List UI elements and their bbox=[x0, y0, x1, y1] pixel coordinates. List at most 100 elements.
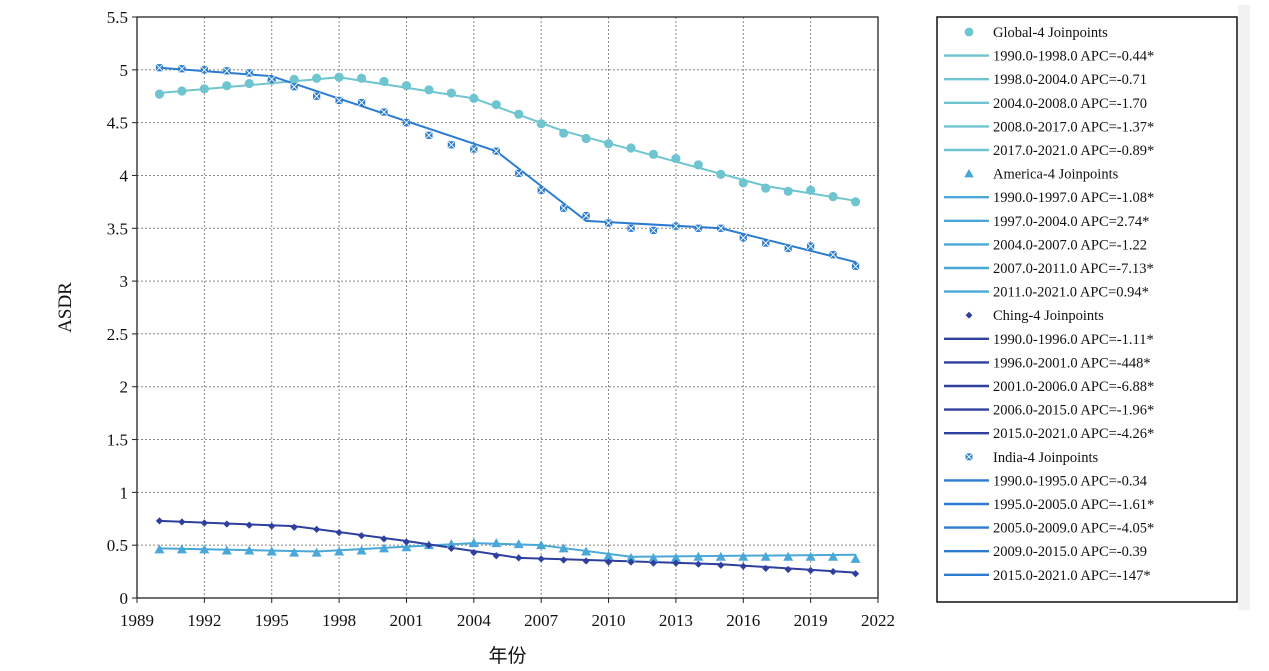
data-point-diamond bbox=[694, 560, 702, 568]
marker-cross-stroke bbox=[559, 204, 568, 213]
marker-cross-stroke bbox=[357, 98, 366, 107]
data-point-circle bbox=[603, 139, 614, 149]
legend-segment-label: 1995.0-2005.0 APC=-1.61* bbox=[993, 497, 1154, 513]
marker-cross-stroke bbox=[627, 224, 635, 233]
legend-series-name: India-4 Joinpoints bbox=[993, 450, 1098, 466]
data-point-circle bbox=[379, 76, 389, 87]
x-tick-label: 2013 bbox=[659, 611, 693, 630]
data-point-diamond bbox=[807, 566, 815, 575]
marker-cross-stroke bbox=[267, 75, 276, 84]
y-tick-label: 4.5 bbox=[107, 114, 128, 133]
data-point-triangle bbox=[828, 551, 839, 561]
data-point-diamond bbox=[649, 559, 658, 567]
legend: Global-4 Joinpoints 1990.0-1998.0 APC=-0.… bbox=[936, 16, 1238, 603]
data-point-circle bbox=[828, 191, 838, 202]
data-point-diamond bbox=[672, 559, 680, 567]
legend-segment-label: 2017.0-2021.0 APC=-0.89* bbox=[993, 143, 1154, 159]
y-tick-label: 4 bbox=[120, 166, 129, 185]
marker-cross-stroke bbox=[155, 63, 164, 72]
data-point-triangle bbox=[266, 546, 277, 556]
legend-segment-label: 1990.0-1995.0 APC=-0.34 bbox=[993, 473, 1148, 489]
data-point-triangle bbox=[176, 544, 187, 554]
data-point-diamond bbox=[604, 558, 613, 566]
data-point-diamond bbox=[380, 535, 388, 543]
data-point-circle bbox=[850, 197, 861, 207]
data-point-triangle bbox=[805, 551, 816, 561]
marker-cross-stroke bbox=[965, 453, 973, 461]
y-tick-label: 0.5 bbox=[107, 536, 128, 555]
x-tick-label: 1992 bbox=[187, 611, 221, 630]
legend-segment-label: 1990.0-1997.0 APC=-1.08* bbox=[993, 190, 1154, 206]
y-tick-label: 5 bbox=[120, 61, 129, 80]
data-point-circle bbox=[312, 73, 322, 83]
marker-cross-stroke bbox=[447, 140, 456, 149]
legend-segment-label: 2004.0-2008.0 APC=-1.70 bbox=[993, 96, 1147, 112]
data-point-circle bbox=[738, 178, 748, 188]
marker-cross-stroke bbox=[537, 186, 546, 195]
data-markers bbox=[154, 63, 861, 578]
marker-cross-stroke bbox=[245, 69, 254, 77]
data-point-diamond bbox=[717, 561, 725, 569]
marker-cross-stroke bbox=[335, 96, 344, 105]
data-point-circle bbox=[491, 100, 501, 110]
data-point-diamond bbox=[290, 523, 298, 531]
data-point-triangle bbox=[401, 542, 412, 552]
data-point-triangle bbox=[783, 551, 794, 561]
marker-cross-stroke bbox=[222, 66, 231, 75]
data-point-diamond bbox=[335, 528, 343, 537]
legend-segment-label: 1996.0-2001.0 APC=-448* bbox=[993, 355, 1151, 371]
marker-cross-stroke bbox=[402, 118, 411, 127]
x-tick-label: 2019 bbox=[794, 611, 828, 630]
y-tick-label: 0 bbox=[120, 589, 129, 608]
data-point-circle bbox=[626, 143, 636, 153]
data-point-circle bbox=[806, 185, 816, 195]
marker-cross-stroke bbox=[829, 250, 838, 259]
data-point-circle bbox=[514, 109, 524, 119]
data-point-circle bbox=[783, 186, 793, 196]
fitted-lines bbox=[158, 66, 857, 574]
data-point-diamond bbox=[537, 555, 545, 563]
data-point-circle bbox=[761, 183, 771, 193]
y-tick-label: 2.5 bbox=[107, 325, 128, 344]
data-point-diamond bbox=[470, 548, 478, 557]
axis-ticks: 0 0.5 1 1.5 2 2.5 3 3.5 4 4.5 5 5.5 1989 1992 1995 1998… bbox=[107, 8, 895, 630]
x-tick-label: 1989 bbox=[120, 611, 154, 630]
legend-segment-label: 2009.0-2015.0 APC=-0.39 bbox=[993, 544, 1147, 560]
legend-marker-circle bbox=[964, 27, 974, 37]
y-tick-label: 3 bbox=[120, 272, 129, 291]
data-point-diamond bbox=[200, 519, 208, 527]
grid bbox=[137, 17, 878, 598]
data-point-diamond bbox=[739, 562, 747, 570]
legend-segment-label: 2001.0-2006.0 APC=-6.88* bbox=[993, 379, 1154, 395]
legend-marker-triangle bbox=[964, 168, 974, 178]
data-point-circle bbox=[177, 86, 187, 96]
legend-segment-label: 2005.0-2009.0 APC=-4.05* bbox=[993, 521, 1154, 537]
data-point-circle bbox=[334, 72, 344, 82]
data-point-circle bbox=[424, 85, 434, 95]
data-point-triangle bbox=[603, 550, 614, 560]
data-point-diamond bbox=[627, 558, 635, 566]
marker-cross-stroke bbox=[694, 224, 703, 233]
data-point-circle bbox=[244, 78, 254, 89]
marker-cross-stroke bbox=[582, 211, 591, 220]
data-point-triangle bbox=[581, 546, 592, 556]
data-point-circle bbox=[289, 74, 299, 84]
data-point-diamond bbox=[762, 564, 770, 573]
data-point-circle bbox=[446, 88, 456, 98]
data-point-diamond bbox=[268, 522, 276, 530]
data-point-triangle bbox=[626, 552, 636, 562]
x-tick-label: 2010 bbox=[592, 611, 626, 630]
marker-cross-stroke bbox=[424, 131, 433, 140]
marker-cross-stroke bbox=[761, 239, 770, 247]
data-point-diamond bbox=[155, 517, 164, 525]
plot-area bbox=[136, 16, 879, 599]
data-point-diamond bbox=[313, 525, 321, 533]
legend-series-name: America-4 Joinpoints bbox=[993, 167, 1119, 183]
marker-cross-stroke bbox=[200, 65, 209, 74]
data-point-triangle bbox=[446, 539, 457, 549]
x-tick-label: 1995 bbox=[255, 611, 289, 630]
data-point-triangle bbox=[850, 553, 861, 563]
data-point-triangle bbox=[536, 540, 547, 550]
marker-cross-stroke bbox=[290, 82, 299, 91]
